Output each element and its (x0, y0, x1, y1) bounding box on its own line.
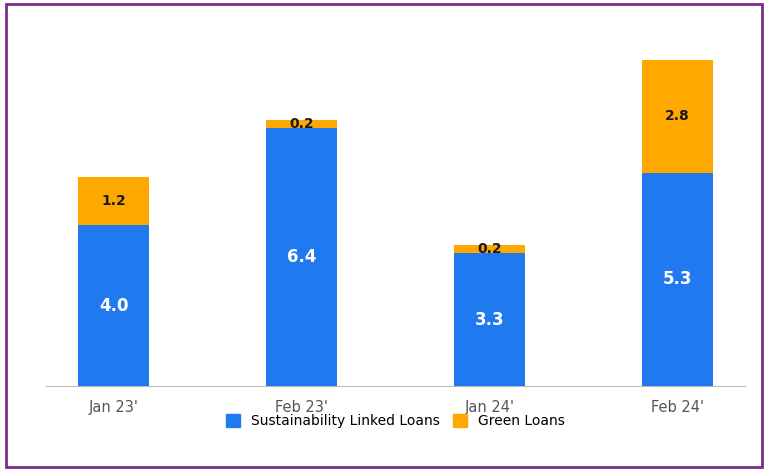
Text: 2.8: 2.8 (665, 109, 690, 123)
Bar (454, 245, 525, 253)
Text: 5.3: 5.3 (663, 270, 692, 288)
Text: 0.2: 0.2 (477, 242, 502, 256)
Text: 0.2: 0.2 (290, 117, 314, 131)
Text: 4.0: 4.0 (99, 297, 128, 315)
Bar (266, 128, 337, 386)
Bar (78, 225, 149, 386)
Bar (78, 177, 149, 225)
Bar (454, 253, 525, 386)
Legend: Sustainability Linked Loans, Green Loans: Sustainability Linked Loans, Green Loans (220, 408, 571, 434)
Bar (642, 173, 713, 386)
Bar (266, 120, 337, 128)
Text: 3.3: 3.3 (475, 311, 505, 329)
Bar (642, 60, 713, 173)
Text: 1.2: 1.2 (101, 194, 126, 208)
Text: 6.4: 6.4 (286, 248, 316, 266)
